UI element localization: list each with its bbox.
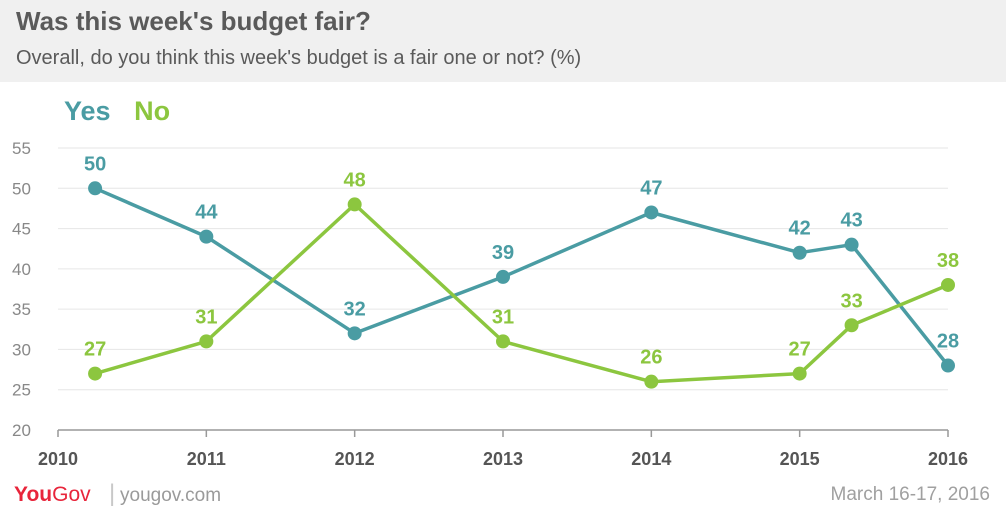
legend: Yes No [64, 96, 186, 127]
data-point-yes [88, 181, 103, 196]
data-label-yes: 47 [640, 177, 662, 199]
legend-no: No [134, 96, 171, 126]
data-point-no [88, 366, 103, 381]
y-tick-label: 20 [12, 421, 31, 440]
data-label-yes: 39 [492, 242, 514, 264]
data-label-no: 48 [344, 169, 366, 191]
data-label-yes: 28 [937, 331, 959, 353]
data-label-no: 33 [840, 290, 862, 312]
chart-subtitle: Overall, do you think this week's budget… [16, 47, 582, 69]
logo-gov: Gov [52, 483, 91, 506]
y-tick-label: 30 [12, 340, 31, 359]
chart-title: Was this week's budget fair? [16, 6, 371, 36]
data-label-no: 27 [789, 339, 811, 361]
x-tick-label: 2010 [38, 449, 78, 469]
y-tick-label: 50 [12, 179, 31, 198]
footer-date: March 16-17, 2016 [830, 484, 991, 505]
data-point-no [644, 374, 659, 389]
data-point-no [496, 334, 510, 349]
data-point-no [347, 197, 362, 212]
y-tick-label: 45 [12, 220, 31, 239]
data-label-yes: 32 [344, 298, 366, 320]
data-point-yes [844, 237, 859, 252]
x-tick-label: 2015 [780, 449, 820, 469]
data-label-yes: 50 [84, 153, 106, 175]
data-point-yes [199, 229, 214, 244]
legend-yes: Yes [64, 96, 111, 126]
x-tick-label: 2014 [631, 449, 671, 469]
series-line-no [94, 202, 949, 384]
data-label-no: 31 [195, 306, 217, 328]
data-point-yes [347, 326, 362, 341]
data-label-no: 26 [640, 347, 662, 369]
yougov-logo: YouGov [14, 483, 91, 507]
series-line-yes [94, 186, 950, 367]
y-tick-label: 40 [12, 260, 31, 279]
x-tick-label: 2016 [928, 449, 968, 469]
data-label-yes: 44 [195, 202, 218, 224]
y-tick-label: 35 [12, 300, 31, 319]
footer-separator: | [109, 480, 116, 507]
data-label-no: 38 [937, 250, 959, 272]
data-point-yes [941, 358, 955, 373]
y-tick-label: 25 [12, 381, 31, 400]
chart-header [0, 0, 1006, 82]
y-tick-label: 55 [12, 139, 31, 158]
data-point-no [792, 366, 807, 381]
data-label-no: 27 [84, 339, 106, 361]
data-point-yes [792, 245, 807, 260]
footer-url[interactable]: yougov.com [120, 485, 222, 506]
logo-you: You [14, 483, 53, 506]
x-tick-label: 2011 [187, 449, 226, 469]
data-point-no [844, 318, 859, 333]
x-tick-label: 2013 [483, 449, 523, 469]
data-point-yes [644, 205, 659, 220]
data-point-no [199, 334, 214, 349]
data-point-no [941, 277, 955, 292]
data-label-yes: 42 [789, 218, 811, 240]
data-label-yes: 43 [840, 210, 862, 232]
data-label-no: 31 [492, 306, 514, 328]
x-tick-label: 2012 [335, 449, 375, 469]
data-point-yes [496, 269, 510, 284]
